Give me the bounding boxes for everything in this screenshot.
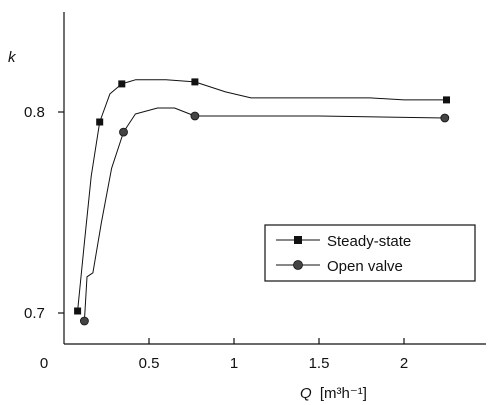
legend-item-steady-state: Steady-state — [276, 233, 411, 250]
x-axis-label: Q [m³h⁻¹] — [300, 385, 367, 402]
x-axis-label-symbol: Q — [300, 385, 312, 402]
data-point-open-valve-3 — [440, 113, 450, 123]
data-point-steady-state-2 — [118, 80, 126, 88]
x-axis-label-unit: [m³h⁻¹] — [320, 385, 367, 402]
legend-label-open-valve: Open valve — [327, 258, 403, 275]
legend-item-open-valve: Open valve — [276, 258, 403, 275]
legend-marker-steady-state — [294, 236, 302, 244]
legend-box — [264, 224, 476, 282]
x-tick-label-2: 2 — [400, 355, 408, 372]
y-tick-label-0.7: 0.7 — [24, 305, 45, 322]
x-tick-label-0: 0 — [40, 355, 48, 372]
x-tick-label-1: 1 — [230, 355, 238, 372]
data-point-open-valve-0 — [80, 316, 89, 326]
data-point-steady-state-3 — [191, 78, 199, 86]
x-axis: 0 0.5 1 1.5 2 Q [m³h⁻¹] — [40, 338, 486, 402]
legend: Steady-state Open valve — [264, 224, 476, 282]
legend-marker-open-valve — [293, 260, 303, 270]
y-axis: 0.8 0.7 k — [8, 12, 65, 344]
x-tick-label-0.5: 0.5 — [139, 355, 160, 372]
data-point-open-valve-2 — [190, 111, 200, 121]
data-point-steady-state-1 — [96, 118, 104, 126]
y-tick-label-0.8: 0.8 — [24, 104, 45, 121]
data-point-steady-state-4 — [443, 96, 450, 104]
data-point-open-valve-1 — [119, 127, 128, 137]
y-axis-label: k — [8, 49, 17, 66]
series-line-steady-state — [77, 79, 447, 312]
series-line-open-valve — [83, 107, 445, 322]
data-point-steady-state-0 — [74, 307, 82, 315]
legend-label-steady-state: Steady-state — [327, 233, 411, 250]
plot-area — [74, 78, 450, 326]
x-tick-label-1.5: 1.5 — [309, 355, 330, 372]
